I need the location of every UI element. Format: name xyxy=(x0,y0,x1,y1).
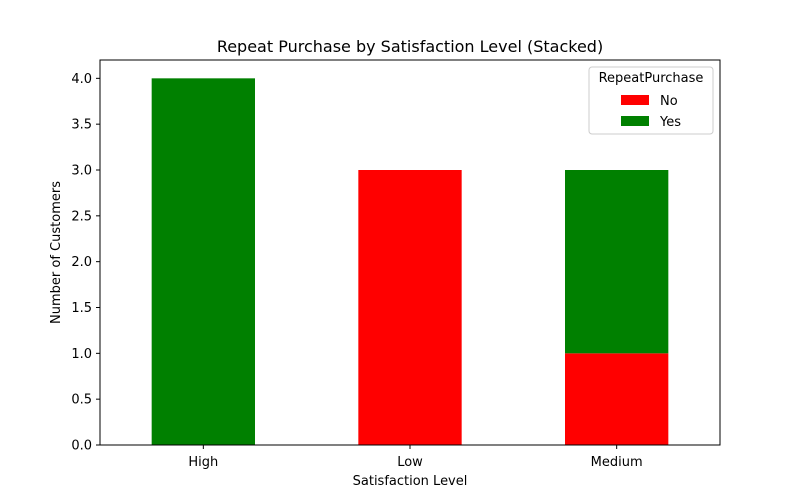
x-axis: High Low Medium xyxy=(188,445,643,470)
y-tick-label: 1.0 xyxy=(71,347,92,362)
bars-layer xyxy=(151,78,669,445)
bar-high-yes xyxy=(151,78,255,445)
y-tick-label: 0.5 xyxy=(71,393,92,408)
y-tick-label: 2.0 xyxy=(71,255,92,270)
legend-items: No Yes xyxy=(621,94,681,130)
y-tick-label: 2.5 xyxy=(71,209,92,224)
legend: RepeatPurchase No Yes xyxy=(588,66,714,135)
legend-box xyxy=(588,66,714,135)
legend-title: RepeatPurchase xyxy=(599,71,704,86)
chart-title: Repeat Purchase by Satisfaction Level (S… xyxy=(217,37,603,56)
legend-label-no: No xyxy=(660,94,678,109)
x-axis-label: Satisfaction Level xyxy=(353,474,468,489)
y-tick-label: 3.5 xyxy=(71,118,92,133)
y-tick-label: 3.0 xyxy=(71,164,92,179)
y-tick-label: 1.5 xyxy=(71,301,92,316)
x-tick-label-high: High xyxy=(188,455,218,470)
y-tick-label: 0.0 xyxy=(71,439,92,454)
legend-label-yes: Yes xyxy=(659,115,681,130)
x-tick-label-low: Low xyxy=(397,455,423,470)
legend-swatch-no xyxy=(621,95,649,105)
y-axis: 0.0 0.5 1.0 1.5 2.0 2.5 3.0 3.5 4.0 xyxy=(71,72,100,454)
bar-medium-yes xyxy=(565,170,669,354)
x-tick-label-medium: Medium xyxy=(591,455,643,470)
plot-frame xyxy=(99,59,721,446)
y-tick-label: 4.0 xyxy=(71,72,92,87)
y-axis-label: Number of Customers xyxy=(49,181,64,324)
bar-medium-no xyxy=(565,353,669,445)
bar-low-no xyxy=(358,170,462,445)
legend-swatch-yes xyxy=(621,116,649,126)
